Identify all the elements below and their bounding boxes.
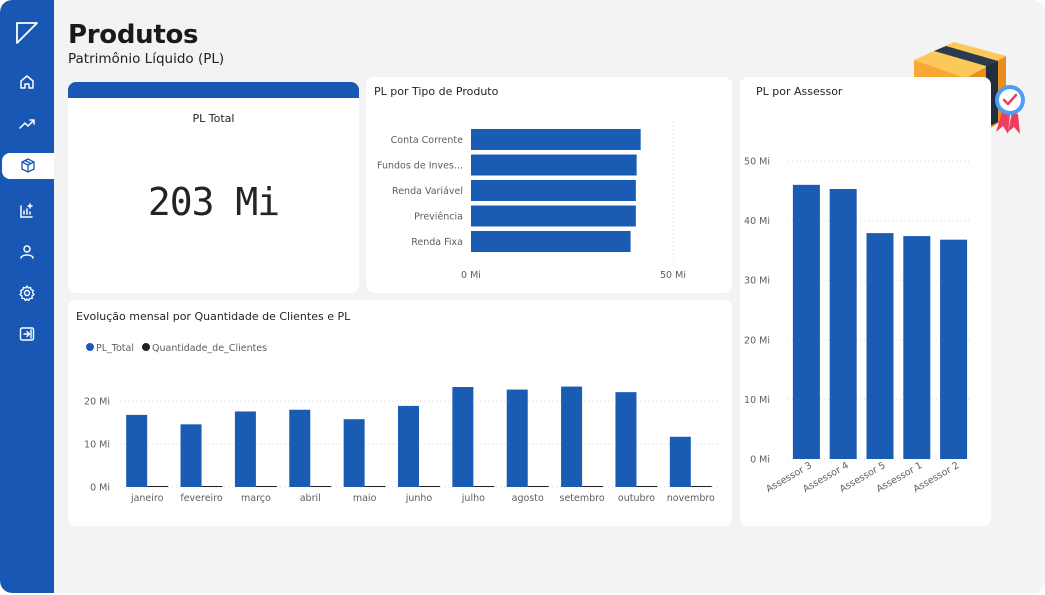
legend-label: PL_Total [96,343,134,354]
bar [471,231,631,252]
x-category-label: novembro [667,493,715,504]
x-category-label: janeiro [130,493,164,504]
bar [201,486,223,487]
kpi-value: 203 Mi [147,180,280,224]
kpi-accent-bar [68,82,359,98]
logout-icon [19,327,35,341]
bar [471,154,637,176]
legend-marker [142,343,150,351]
bar [419,486,440,487]
bar [829,189,857,459]
y-category-label: Fundos de Inves... [377,161,463,172]
report-icon [20,203,33,218]
y-tick-label: 50 Mi [744,157,770,168]
box-icon [21,158,35,173]
bar [506,389,528,487]
y-tick-label: 0 Mi [90,483,110,494]
y-category-label: Previência [414,212,463,223]
y-tick-label: 20 Mi [84,397,110,408]
gear-icon [19,285,35,302]
x-category-label: abril [300,493,321,504]
chart-card-evolucao: Evolução mensal por Quantidade de Client… [68,300,732,526]
y-category-label: Conta Corrente [391,135,464,146]
x-category-label: junho [405,493,433,504]
nav-report[interactable] [0,198,54,224]
legend-label: Quantidade_de_Clientes [152,343,267,354]
bar [471,180,636,201]
bar [343,419,365,487]
bar [903,236,931,459]
bar [234,411,256,487]
bar [310,486,332,487]
nav-settings[interactable] [0,280,54,306]
legend-marker [86,343,94,351]
nav-user[interactable] [0,239,54,265]
bar [398,405,419,487]
x-category-label: outubro [618,493,655,504]
bar [364,486,386,487]
sidebar [0,0,54,593]
bar [255,486,277,487]
chart-title: PL por Tipo de Produto [374,85,499,98]
bar [471,129,641,150]
chart-title: Evolução mensal por Quantidade de Client… [76,310,351,323]
bar [792,184,820,459]
page-subtitle: Patrimônio Líquido (PL) [68,51,225,67]
y-tick-label: 0 Mi [750,455,770,466]
kpi-label: PL Total [192,112,235,125]
x-category-label: maio [353,493,377,504]
nav-exit[interactable] [0,321,54,347]
chart-title: PL por Assessor [756,85,843,98]
bar [940,239,968,459]
nav-home[interactable] [0,69,54,95]
bar [690,486,712,487]
nav-produtos[interactable] [2,153,54,179]
bar [180,424,202,487]
bar [471,205,636,227]
x-category-label: fevereiro [180,493,223,504]
bar [527,486,549,487]
home-icon [20,75,34,89]
y-tick-label: 10 Mi [744,395,770,406]
x-tick-label: 50 Mi [660,270,686,281]
kpi-card: PL Total 203 Mi [68,82,359,293]
bar [473,486,495,487]
user-icon [20,245,34,259]
x-category-label: julho [461,493,485,504]
x-category-label: setembro [560,493,605,504]
bar [636,486,658,487]
bar [561,386,583,487]
y-tick-label: 40 Mi [744,216,770,227]
y-tick-label: 10 Mi [84,440,110,451]
bar [615,392,637,487]
trend-icon [19,119,35,129]
x-tick-label: 0 Mi [461,270,481,281]
y-tick-label: 20 Mi [744,335,770,346]
y-tick-label: 30 Mi [744,276,770,287]
x-category-label: março [241,493,271,504]
app-logo-icon[interactable] [14,20,40,46]
bar [669,436,691,487]
bar [147,486,169,487]
chart-card-tipo-produto: PL por Tipo de Produto 0 Mi 50 Mi Conta Co… [366,77,732,293]
chart-card-assessor: PL por Assessor 0 Mi 10 Mi 20 Mi 30 Mi 40 Mi… [740,77,991,526]
chart-evolucao: PL_Total Quantidade_de_Clientes 0 Mi 10 Mi 2… [84,343,718,504]
y-category-label: Renda Fixa [411,237,463,248]
y-category-label: Renda Variável [392,186,463,197]
bar [289,409,311,487]
x-category-label: agosto [512,493,544,504]
bar [582,486,604,487]
page-title: Produtos [68,20,199,50]
bar [126,414,148,487]
nav-trend[interactable] [0,111,54,137]
bar [452,387,474,487]
bar [866,233,894,459]
chart-tipo-produto: 0 Mi 50 Mi Conta Corrente Fundos de Inves..… [377,122,686,281]
